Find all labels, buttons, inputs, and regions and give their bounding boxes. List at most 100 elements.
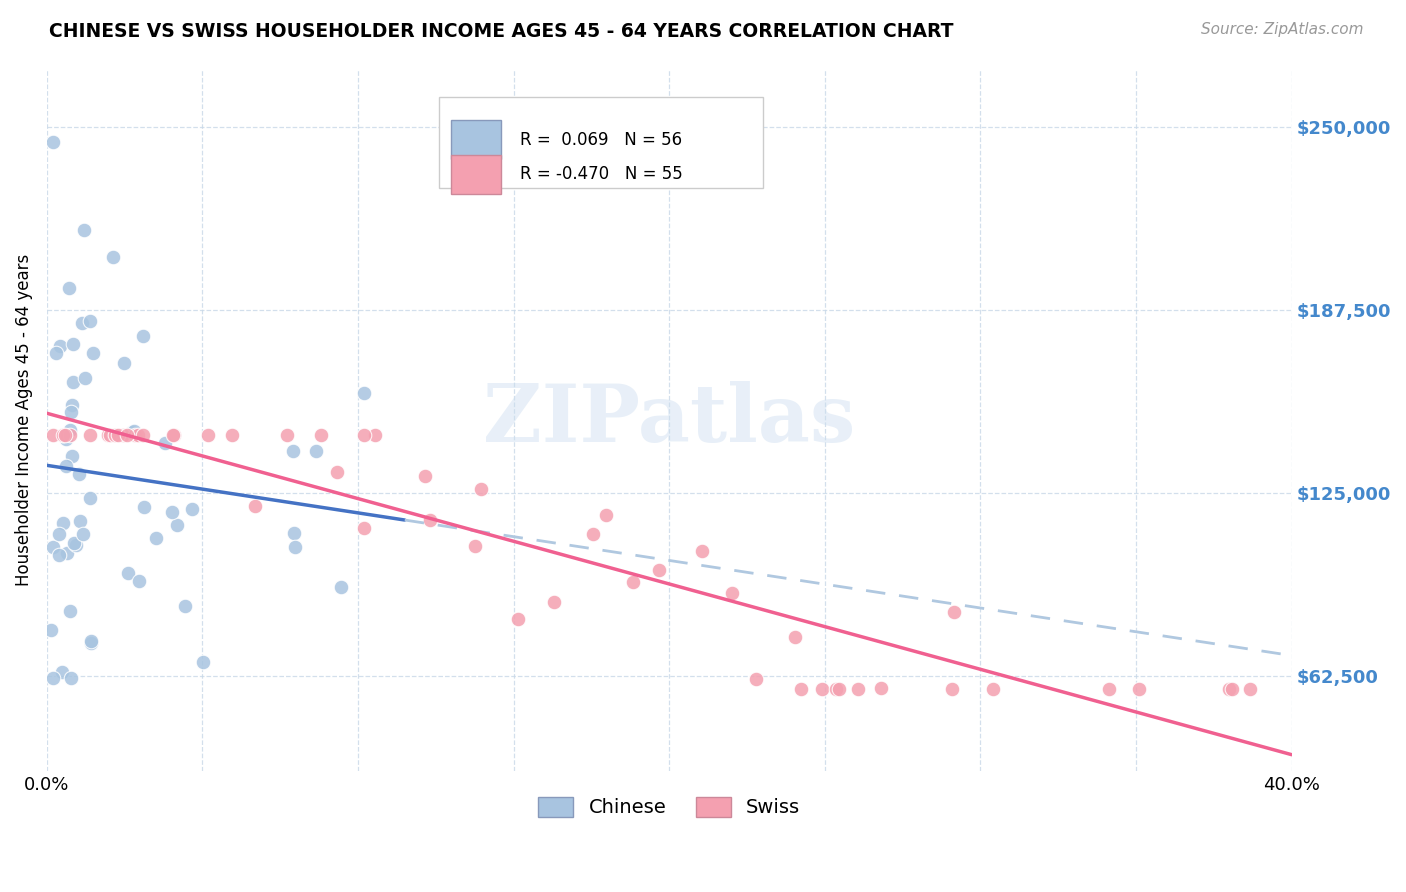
Point — [470, 482, 492, 496]
Point — [59, 604, 82, 618]
Text: R =  0.069   N = 56: R = 0.069 N = 56 — [520, 130, 682, 149]
Point — [70, 316, 93, 330]
Point — [51, 665, 73, 679]
Point — [60, 398, 83, 412]
Point — [59, 427, 82, 442]
Point — [63, 535, 86, 549]
Point — [329, 581, 352, 595]
Point — [42, 135, 65, 149]
Point — [107, 427, 129, 442]
Point — [55, 432, 77, 446]
Point — [173, 599, 195, 613]
Point — [582, 526, 605, 541]
Point — [828, 682, 851, 697]
Point — [163, 427, 186, 442]
Point — [648, 563, 671, 577]
Point — [67, 467, 90, 481]
Point — [41, 427, 63, 442]
Point — [72, 527, 94, 541]
Point — [197, 427, 219, 442]
Point — [59, 423, 82, 437]
Point — [65, 537, 87, 551]
Point — [221, 427, 243, 442]
Point — [82, 345, 104, 359]
Point — [745, 672, 768, 686]
Point — [1220, 682, 1243, 697]
Point — [52, 427, 75, 442]
Point — [283, 525, 305, 540]
Point — [53, 427, 76, 442]
Point — [103, 427, 125, 442]
Point — [39, 623, 62, 637]
Point — [132, 500, 155, 515]
Point — [790, 682, 813, 697]
Point — [943, 605, 966, 619]
Point — [941, 682, 963, 697]
Point — [1239, 682, 1261, 697]
Text: ZIPatlas: ZIPatlas — [484, 381, 855, 459]
Point — [128, 574, 150, 589]
Point — [111, 427, 134, 442]
Y-axis label: Householder Income Ages 45 - 64 years: Householder Income Ages 45 - 64 years — [15, 254, 32, 586]
Point — [132, 329, 155, 343]
Point — [1128, 682, 1150, 697]
Point — [48, 548, 70, 562]
Point — [153, 436, 176, 450]
Point — [811, 682, 834, 697]
Point — [464, 539, 486, 553]
Point — [785, 630, 807, 644]
Text: Source: ZipAtlas.com: Source: ZipAtlas.com — [1201, 22, 1364, 37]
Point — [1098, 682, 1121, 697]
Point — [124, 427, 146, 442]
Point — [309, 427, 332, 442]
Legend: Chinese, Swiss: Chinese, Swiss — [530, 789, 808, 825]
Point — [60, 449, 83, 463]
Point — [117, 566, 139, 580]
Point — [59, 405, 82, 419]
Point — [62, 337, 84, 351]
Point — [79, 314, 101, 328]
Point — [413, 469, 436, 483]
Point — [79, 427, 101, 442]
Point — [181, 501, 204, 516]
Point — [98, 427, 121, 442]
Point — [166, 518, 188, 533]
Point — [353, 385, 375, 400]
Point — [276, 427, 298, 442]
Point — [121, 425, 143, 440]
Text: R = -0.470   N = 55: R = -0.470 N = 55 — [520, 165, 683, 183]
FancyBboxPatch shape — [451, 120, 501, 159]
FancyBboxPatch shape — [439, 96, 762, 188]
Point — [104, 427, 127, 442]
Point — [51, 516, 73, 531]
Point — [132, 427, 155, 442]
Point — [79, 491, 101, 505]
Point — [52, 427, 75, 442]
Point — [284, 540, 307, 554]
Point — [58, 281, 80, 295]
Point — [55, 458, 77, 473]
Point — [115, 427, 138, 442]
Point — [870, 681, 893, 695]
Point — [353, 427, 375, 442]
Point — [145, 532, 167, 546]
Point — [49, 339, 72, 353]
Point — [73, 370, 96, 384]
Text: CHINESE VS SWISS HOUSEHOLDER INCOME AGES 45 - 64 YEARS CORRELATION CHART: CHINESE VS SWISS HOUSEHOLDER INCOME AGES… — [49, 22, 953, 41]
Point — [191, 655, 214, 669]
Point — [42, 671, 65, 685]
Point — [690, 544, 713, 558]
Point — [55, 546, 77, 560]
Point — [62, 375, 84, 389]
Point — [981, 682, 1004, 697]
FancyBboxPatch shape — [451, 155, 501, 194]
Point — [326, 466, 349, 480]
Point — [69, 515, 91, 529]
Point — [122, 425, 145, 439]
Point — [721, 586, 744, 600]
Point — [1218, 682, 1240, 697]
Point — [42, 541, 65, 555]
Point — [846, 682, 869, 697]
Point — [97, 427, 120, 442]
Point — [73, 222, 96, 236]
